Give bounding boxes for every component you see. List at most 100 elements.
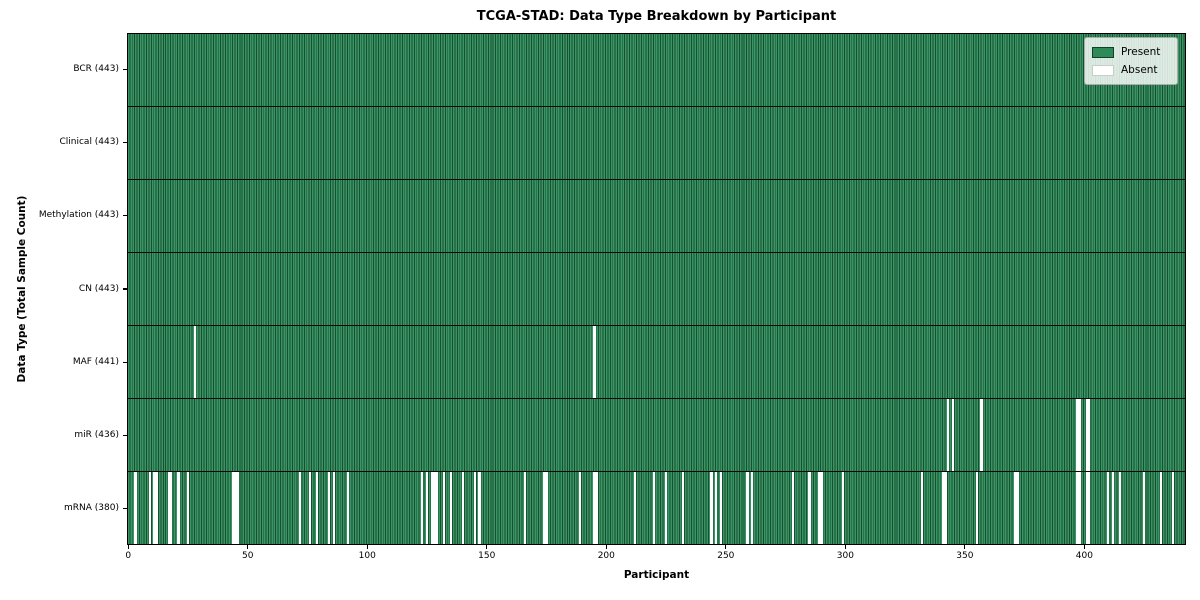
absent-bar bbox=[1085, 471, 1088, 545]
present-swatch-icon bbox=[1092, 46, 1114, 58]
x-tick-mark bbox=[844, 545, 846, 549]
absent-bar bbox=[944, 471, 947, 545]
absent-bar bbox=[746, 471, 749, 545]
plot-area: Present Absent bbox=[127, 33, 1186, 545]
absent-bar bbox=[1016, 471, 1019, 545]
absent-bar bbox=[951, 398, 955, 472]
absent-bar bbox=[1078, 398, 1081, 472]
row-divider bbox=[127, 251, 1186, 253]
x-tick-label: 250 bbox=[717, 551, 735, 561]
x-axis-label: Participant bbox=[623, 569, 690, 581]
y-tick-mark bbox=[123, 142, 127, 144]
absent-bar bbox=[545, 471, 548, 545]
absent-bar bbox=[946, 398, 950, 472]
absent-bar bbox=[315, 471, 319, 545]
absent-bar bbox=[461, 471, 465, 545]
absent-bar bbox=[523, 471, 527, 545]
legend-label-present: Present bbox=[1121, 46, 1161, 58]
absent-bar bbox=[473, 471, 476, 545]
absent-bar bbox=[578, 471, 582, 545]
x-tick-mark bbox=[1083, 545, 1085, 549]
absent-bar bbox=[1085, 398, 1088, 472]
absent-bar bbox=[980, 398, 983, 472]
absent-bar bbox=[595, 471, 598, 545]
legend: Present Absent bbox=[1084, 37, 1178, 85]
y-tick-mark bbox=[123, 68, 127, 71]
absent-bar bbox=[542, 471, 546, 545]
absent-bar bbox=[710, 471, 713, 545]
x-tick-label: 0 bbox=[125, 551, 132, 561]
absent-swatch-icon bbox=[1092, 64, 1114, 76]
row-divider bbox=[127, 471, 1186, 473]
x-tick-mark bbox=[964, 545, 966, 549]
y-tick-label: CN (443) bbox=[78, 283, 119, 294]
x-tick-label: 50 bbox=[241, 551, 254, 561]
x-tick-label: 100 bbox=[358, 551, 376, 561]
absent-bar bbox=[421, 471, 424, 545]
x-tick-label: 350 bbox=[956, 551, 974, 561]
plot-border bbox=[127, 33, 1186, 545]
absent-bar bbox=[593, 325, 596, 399]
absent-bar bbox=[652, 471, 656, 545]
absent-bar bbox=[177, 471, 180, 545]
absent-bar bbox=[719, 471, 723, 545]
absent-bar bbox=[170, 471, 173, 545]
y-tick-mark bbox=[123, 215, 127, 217]
absent-bar bbox=[234, 471, 237, 545]
absent-bar bbox=[1111, 471, 1115, 545]
absent-bar bbox=[155, 471, 159, 545]
x-tick-mark bbox=[366, 545, 368, 549]
absent-bar bbox=[425, 471, 429, 545]
absent-bar bbox=[1159, 471, 1163, 545]
absent-bar bbox=[593, 471, 596, 545]
absent-bar bbox=[1013, 471, 1017, 545]
x-tick-mark bbox=[605, 545, 607, 549]
absent-bar bbox=[148, 471, 151, 545]
x-tick-label: 300 bbox=[836, 551, 854, 561]
absent-bar bbox=[681, 471, 684, 545]
y-tick-mark bbox=[123, 507, 127, 510]
absent-bar bbox=[1119, 471, 1122, 545]
legend-label-absent: Absent bbox=[1121, 64, 1158, 76]
x-tick-mark bbox=[127, 545, 129, 549]
x-tick-label: 400 bbox=[1075, 551, 1093, 561]
absent-bar bbox=[1087, 398, 1091, 472]
absent-bar bbox=[715, 471, 718, 545]
row-divider bbox=[127, 178, 1186, 180]
absent-bar bbox=[167, 471, 170, 545]
absent-bar bbox=[664, 471, 668, 545]
absent-bar bbox=[449, 471, 453, 545]
absent-bar bbox=[435, 471, 438, 545]
absent-bar bbox=[1171, 471, 1175, 545]
absent-bar bbox=[817, 471, 821, 545]
absent-bar bbox=[346, 471, 350, 545]
chart-title: TCGA-STAD: Data Type Breakdown by Partic… bbox=[476, 9, 837, 24]
absent-bar bbox=[236, 471, 240, 545]
absent-bar bbox=[1087, 471, 1091, 545]
absent-bar bbox=[1076, 398, 1079, 472]
absent-bar bbox=[1078, 471, 1081, 545]
legend-item-absent: Absent bbox=[1092, 61, 1170, 79]
absent-bar bbox=[920, 471, 924, 545]
legend-item-present: Present bbox=[1092, 43, 1170, 61]
y-tick-mark bbox=[123, 434, 127, 436]
absent-bar bbox=[327, 471, 331, 545]
x-tick-mark bbox=[725, 545, 727, 549]
absent-bar bbox=[299, 471, 302, 545]
x-tick-label: 200 bbox=[597, 551, 615, 561]
absent-bar bbox=[332, 471, 335, 545]
absent-bar bbox=[820, 471, 823, 545]
absent-bar bbox=[942, 471, 945, 545]
absent-bar bbox=[186, 471, 190, 545]
absent-bar bbox=[193, 325, 197, 399]
absent-bar bbox=[975, 471, 978, 545]
x-tick-mark bbox=[486, 545, 488, 549]
absent-bar bbox=[134, 471, 137, 545]
y-tick-label: mRNA (380) bbox=[64, 502, 119, 513]
y-tick-label: BCR (443) bbox=[73, 64, 119, 75]
absent-bar bbox=[808, 471, 811, 545]
absent-bar bbox=[442, 471, 445, 545]
row-divider bbox=[127, 398, 1186, 400]
absent-bar bbox=[1142, 471, 1146, 545]
